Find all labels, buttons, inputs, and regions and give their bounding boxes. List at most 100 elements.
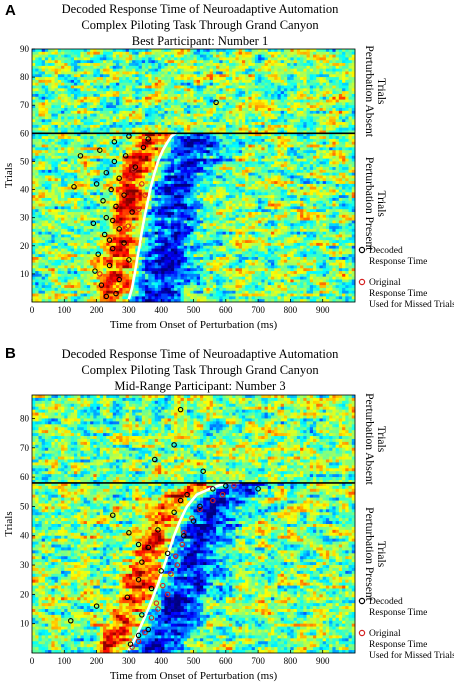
- heatmap-cell: [313, 172, 317, 176]
- heatmap-cell: [99, 99, 104, 103]
- heatmap-cell: [154, 85, 159, 89]
- heatmap-cell: [93, 141, 97, 145]
- heatmap-cell: [119, 68, 123, 72]
- heatmap-cell: [206, 155, 210, 159]
- heatmap-cell: [329, 138, 333, 143]
- heatmap-cell: [261, 164, 265, 168]
- heatmap-cell: [283, 77, 288, 81]
- heatmap-cell: [248, 65, 252, 70]
- heatmap-cell: [209, 49, 214, 53]
- heatmap-cell: [35, 136, 39, 140]
- heatmap-cell: [96, 54, 101, 58]
- heatmap-cell: [61, 49, 65, 53]
- heatmap-cell: [138, 49, 143, 53]
- heatmap-cell: [322, 138, 327, 143]
- heatmap-cell: [180, 153, 185, 157]
- heatmap-cell: [132, 147, 136, 151]
- heatmap-cell: [206, 110, 210, 114]
- heatmap-cell: [115, 88, 120, 92]
- heatmap-cell: [261, 63, 265, 67]
- heatmap-cell: [167, 169, 172, 174]
- heatmap-cell: [115, 133, 120, 137]
- heatmap-cell: [167, 133, 172, 137]
- heatmap-cell: [248, 54, 252, 58]
- heatmap-cell: [190, 167, 194, 171]
- heatmap-cell: [235, 88, 240, 92]
- heatmap-cell: [61, 110, 65, 114]
- heatmap-cell: [313, 153, 317, 157]
- heatmap-cell: [245, 133, 249, 137]
- heatmap-cell: [35, 169, 39, 174]
- heatmap-cell: [245, 183, 249, 188]
- heatmap-cell: [322, 127, 327, 131]
- heatmap-cell: [280, 138, 285, 143]
- heatmap-cell: [264, 96, 269, 100]
- heatmap-cell: [274, 85, 278, 89]
- heatmap-cell: [313, 63, 317, 67]
- heatmap-cell: [86, 161, 91, 165]
- heatmap-cell: [51, 102, 55, 106]
- heatmap-cell: [64, 116, 68, 120]
- heatmap-cell: [313, 93, 317, 98]
- heatmap-cell: [283, 108, 288, 112]
- heatmap-cell: [229, 153, 233, 157]
- heatmap-cell: [196, 178, 201, 182]
- heatmap-cell: [41, 186, 46, 190]
- heatmap-cell: [348, 96, 353, 100]
- heatmap-cell: [313, 130, 317, 134]
- heatmap-cell: [254, 138, 259, 143]
- heatmap-cell: [306, 96, 311, 100]
- heatmap-cell: [119, 51, 123, 55]
- heatmap-cell: [128, 130, 133, 134]
- heatmap-cell: [296, 186, 301, 190]
- heatmap-cell: [32, 68, 36, 72]
- heatmap-cell: [128, 91, 133, 95]
- heatmap-cell: [138, 88, 143, 92]
- heatmap-cell: [109, 133, 114, 137]
- heatmap-cell: [287, 96, 291, 100]
- heatmap-cell: [313, 144, 317, 148]
- heatmap-cell: [41, 88, 46, 92]
- heatmap-cell: [225, 57, 230, 61]
- heatmap-cell: [309, 71, 314, 75]
- heatmap-cell: [229, 99, 233, 103]
- heatmap-cell: [290, 60, 294, 64]
- heatmap-cell: [345, 54, 349, 58]
- heatmap-cell: [271, 60, 275, 64]
- heatmap-cell: [122, 96, 127, 100]
- heatmap-cell: [277, 138, 282, 143]
- heatmap-cell: [287, 85, 291, 89]
- heatmap-cell: [251, 51, 256, 55]
- heatmap-cell: [35, 105, 39, 109]
- heatmap-cell: [235, 105, 240, 109]
- heatmap-cell: [251, 124, 256, 129]
- heatmap-cell: [338, 99, 343, 103]
- heatmap-cell: [335, 178, 340, 182]
- heatmap-cell: [38, 77, 43, 81]
- heatmap-cell: [51, 136, 55, 140]
- heatmap-cell: [209, 155, 214, 159]
- heatmap-cell: [80, 122, 85, 126]
- heatmap-cell: [241, 54, 246, 58]
- heatmap-cell: [199, 122, 204, 126]
- heatmap-cell: [151, 57, 156, 61]
- heatmap-cell: [290, 93, 294, 98]
- heatmap-cell: [161, 82, 165, 86]
- heatmap-cell: [267, 153, 272, 157]
- heatmap-cell: [338, 108, 343, 112]
- heatmap-cell: [145, 153, 149, 157]
- heatmap-cell: [83, 181, 88, 185]
- heatmap-cell: [106, 133, 110, 137]
- heatmap-cell: [251, 63, 256, 67]
- heatmap-cell: [203, 175, 207, 179]
- heatmap-cell: [271, 65, 275, 70]
- heatmap-cell: [35, 183, 39, 188]
- heatmap-cell: [174, 91, 178, 95]
- heatmap-cell: [351, 122, 356, 126]
- heatmap-cell: [245, 49, 249, 53]
- heatmap-cell: [232, 155, 236, 159]
- heatmap-cell: [80, 113, 85, 117]
- heatmap-cell: [251, 65, 256, 70]
- heatmap-cell: [280, 169, 285, 174]
- heatmap-cell: [271, 105, 275, 109]
